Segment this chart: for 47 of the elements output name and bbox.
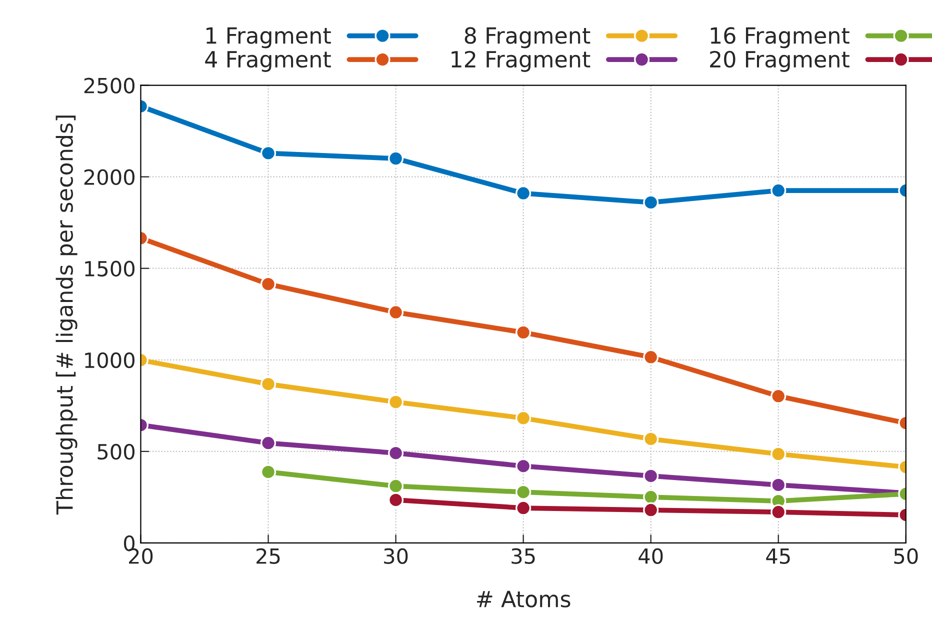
- legend-label: 12 Fragment: [452, 50, 590, 72]
- point: [516, 484, 532, 500]
- point: [643, 489, 659, 505]
- point: [260, 464, 276, 480]
- x-tick-label: 25: [256, 548, 280, 564]
- x-tick-label: 30: [384, 548, 408, 564]
- point: [516, 186, 532, 202]
- point: [770, 477, 786, 493]
- point: [260, 376, 276, 392]
- point: [770, 504, 786, 520]
- point: [770, 182, 786, 198]
- point: [388, 492, 404, 508]
- legend-label: 16 Fragment: [710, 27, 850, 48]
- point: [388, 394, 404, 410]
- point: [516, 410, 532, 426]
- legend-label: 4 Fragment: [205, 51, 331, 72]
- legend-label: 1 Fragment: [206, 27, 331, 48]
- point: [643, 502, 659, 518]
- y-axis-title: Throughput [# ligands per seconds]: [56, 116, 78, 515]
- x-tick-label: 45: [766, 548, 790, 564]
- point: [770, 446, 786, 462]
- x-axis-title: # Atoms: [477, 590, 570, 608]
- x-tick-label: 35: [512, 548, 535, 564]
- point: [260, 276, 276, 292]
- point: [388, 150, 404, 166]
- point: [643, 468, 659, 484]
- y-tick-label: 500: [98, 444, 134, 460]
- point: [643, 431, 659, 447]
- y-tick-label: 2000: [84, 169, 134, 186]
- point: [260, 145, 276, 161]
- point: [643, 349, 659, 365]
- point: [516, 324, 532, 340]
- legend-label: 8 Fragment: [464, 27, 590, 48]
- point: [516, 500, 532, 516]
- x-tick-label: 40: [638, 548, 663, 564]
- point: [260, 435, 276, 451]
- point: [388, 445, 404, 461]
- point: [643, 194, 659, 210]
- y-tick-label: 1500: [85, 260, 134, 277]
- point: [516, 458, 532, 474]
- legend-label: 20 Fragment: [710, 50, 850, 72]
- point: [770, 388, 786, 404]
- point: [388, 304, 404, 320]
- y-tick-label: 1000: [85, 352, 134, 368]
- x-tick-label: 50: [894, 548, 918, 564]
- y-tick-label: 2500: [84, 78, 134, 94]
- point: [388, 478, 404, 494]
